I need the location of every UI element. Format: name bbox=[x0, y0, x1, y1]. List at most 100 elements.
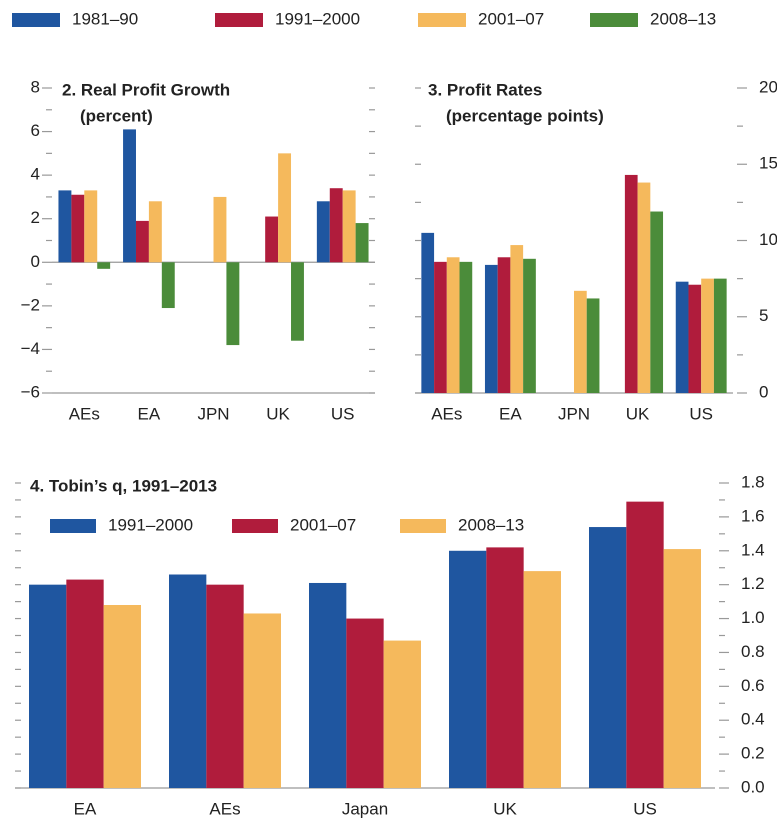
x-tick-label: EA bbox=[499, 404, 522, 423]
bar bbox=[29, 584, 67, 788]
chart-subtitle: (percent) bbox=[80, 106, 153, 125]
x-tick-label: UK bbox=[626, 404, 650, 423]
bar bbox=[265, 216, 279, 263]
y-tick-label: −2 bbox=[21, 295, 40, 314]
legend-swatch bbox=[418, 13, 466, 27]
chart-title: 4. Tobin’s q, 1991–2013 bbox=[30, 476, 217, 495]
bar bbox=[497, 257, 511, 393]
bar bbox=[713, 278, 727, 393]
legend-swatch bbox=[400, 519, 446, 533]
bar bbox=[589, 527, 627, 788]
chart-title: 3. Profit Rates bbox=[428, 80, 542, 99]
bar bbox=[226, 262, 240, 346]
y-tick-label: 0 bbox=[759, 382, 768, 401]
legend-label: 1991–2000 bbox=[108, 515, 193, 534]
legend-label: 2001–07 bbox=[290, 515, 356, 534]
x-tick-label: AEs bbox=[209, 799, 240, 818]
x-tick-label: UK bbox=[266, 404, 290, 423]
bar bbox=[135, 220, 149, 263]
bar bbox=[342, 190, 356, 263]
bar bbox=[123, 129, 136, 263]
y-tick-label: 2 bbox=[31, 208, 40, 227]
x-tick-label: US bbox=[689, 404, 713, 423]
bar bbox=[316, 201, 330, 263]
y-tick-label: 15 bbox=[759, 154, 777, 173]
y-tick-label: 0.4 bbox=[741, 710, 765, 729]
bar bbox=[291, 262, 304, 341]
y-tick-label: 8 bbox=[31, 77, 40, 96]
bar bbox=[510, 245, 524, 393]
y-tick-label: 0 bbox=[31, 252, 40, 271]
chart-title: 2. Real Profit Growth bbox=[62, 80, 230, 99]
bar bbox=[624, 174, 638, 393]
y-tick-label: 0.6 bbox=[741, 676, 765, 695]
bar bbox=[626, 501, 664, 788]
bar bbox=[446, 257, 460, 393]
bar bbox=[148, 201, 162, 263]
y-tick-label: 20 bbox=[759, 77, 777, 96]
x-tick-label: AEs bbox=[69, 404, 100, 423]
legend-swatch bbox=[12, 13, 60, 27]
chart-subtitle: (percentage points) bbox=[446, 106, 604, 125]
bar bbox=[688, 284, 702, 393]
bar bbox=[663, 549, 701, 788]
legend-label: 2001–07 bbox=[478, 9, 544, 28]
bar bbox=[484, 264, 498, 393]
bar bbox=[459, 261, 473, 393]
bar bbox=[66, 579, 104, 788]
legend-swatch bbox=[590, 13, 638, 27]
y-tick-label: 1.0 bbox=[741, 608, 765, 627]
legend-label: 2008–13 bbox=[650, 9, 716, 28]
bar bbox=[84, 190, 98, 263]
legend-swatch bbox=[232, 519, 278, 533]
bar bbox=[103, 605, 141, 788]
y-tick-label: 1.8 bbox=[741, 472, 765, 491]
bar bbox=[206, 584, 244, 788]
legend-label: 1991–2000 bbox=[275, 9, 360, 28]
y-tick-label: 0.8 bbox=[741, 642, 765, 661]
bar bbox=[574, 290, 587, 393]
bar bbox=[71, 194, 85, 263]
y-tick-label: 4 bbox=[31, 165, 40, 184]
y-tick-label: 0.0 bbox=[741, 777, 765, 796]
y-tick-label: −6 bbox=[21, 382, 40, 401]
bar bbox=[161, 262, 175, 309]
y-tick-label: −4 bbox=[21, 339, 40, 358]
bar bbox=[383, 640, 421, 788]
bar bbox=[486, 547, 524, 788]
legend-swatch bbox=[215, 13, 263, 27]
x-tick-label: US bbox=[331, 404, 355, 423]
bar bbox=[434, 261, 447, 393]
bar bbox=[355, 223, 369, 263]
bar bbox=[523, 258, 536, 393]
x-tick-label: Japan bbox=[342, 799, 388, 818]
y-tick-label: 1.4 bbox=[741, 540, 765, 559]
y-tick-label: 10 bbox=[759, 230, 777, 249]
x-tick-label: JPN bbox=[558, 404, 590, 423]
bar bbox=[637, 182, 651, 393]
legend-label: 1981–90 bbox=[72, 9, 138, 28]
bar bbox=[701, 278, 714, 393]
y-tick-label: 1.6 bbox=[741, 506, 765, 525]
bar bbox=[213, 196, 227, 263]
legend-label: 2008–13 bbox=[458, 515, 524, 534]
x-tick-label: EA bbox=[138, 404, 161, 423]
bar bbox=[329, 188, 343, 263]
bar bbox=[675, 281, 689, 393]
x-tick-label: EA bbox=[74, 799, 97, 818]
bar bbox=[449, 550, 487, 788]
bar bbox=[243, 613, 281, 788]
bar bbox=[586, 298, 600, 393]
y-tick-label: 6 bbox=[31, 121, 40, 140]
x-tick-label: US bbox=[633, 799, 657, 818]
bar bbox=[650, 211, 664, 393]
y-tick-label: 1.2 bbox=[741, 574, 765, 593]
x-tick-label: JPN bbox=[197, 404, 229, 423]
bar bbox=[58, 190, 72, 263]
bar bbox=[346, 618, 384, 788]
y-tick-label: 0.2 bbox=[741, 744, 765, 763]
y-tick-label: 5 bbox=[759, 306, 768, 325]
x-tick-label: UK bbox=[493, 799, 517, 818]
x-tick-label: AEs bbox=[431, 404, 462, 423]
